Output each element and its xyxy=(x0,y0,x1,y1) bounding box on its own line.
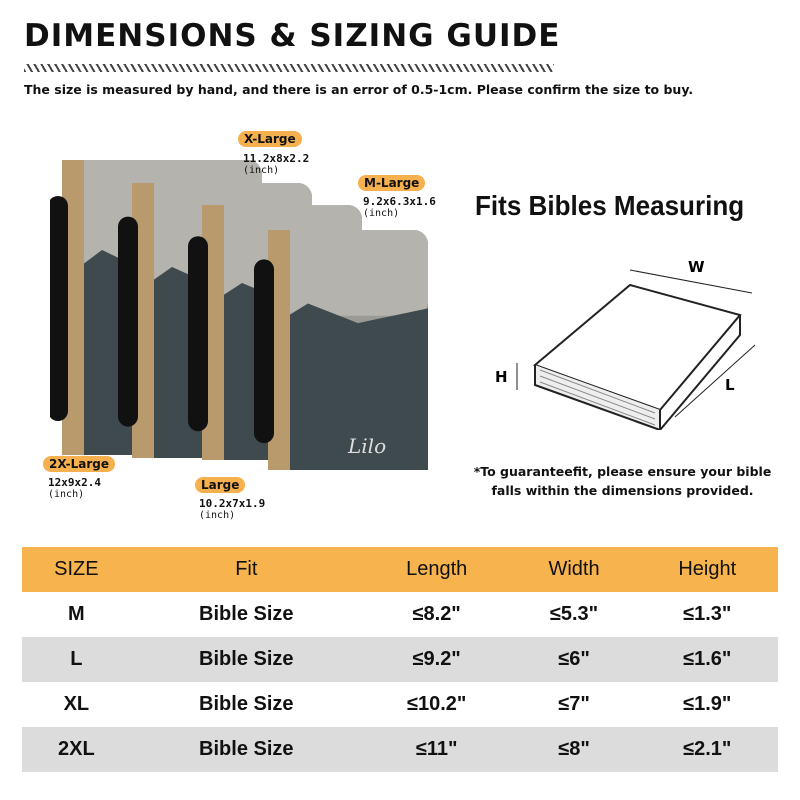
table-cell: Bible Size xyxy=(199,603,294,625)
table-cell: ≤1.9" xyxy=(683,693,732,715)
size-tag-2xl: 2X-Large xyxy=(43,456,115,472)
table-cell: ≤7" xyxy=(558,693,590,715)
table-cell: XL xyxy=(63,693,90,715)
table-row: L Bible Size ≤9.2" ≤6" ≤1.6" xyxy=(22,637,778,682)
size-tag-l: Large xyxy=(195,477,246,493)
table-cell: ≤1.6" xyxy=(636,637,778,682)
height-label: H xyxy=(495,368,508,386)
table-cell: ≤5.3" xyxy=(549,603,599,625)
column-header: Width xyxy=(511,547,637,592)
table-row: XL Bible Size ≤10.2" ≤7" ≤1.9" xyxy=(22,682,778,727)
table-cell: Bible Size xyxy=(130,727,362,772)
subtitle: The size is measured by hand, and there … xyxy=(24,82,694,97)
bible-covers-image: Lilo xyxy=(50,160,428,470)
table-cell: ≤2.1" xyxy=(636,727,778,772)
table-cell: ≤1.3" xyxy=(683,603,732,625)
size-tag-ml: M-Large xyxy=(358,175,426,191)
cover-name: Lilo xyxy=(347,434,386,458)
unit: (inch) xyxy=(243,165,280,176)
divider xyxy=(24,64,554,72)
fit-note: *To guaranteefit, please ensure your bib… xyxy=(473,464,772,498)
unit: (inch) xyxy=(48,489,85,500)
table-cell: ≤8.2" xyxy=(412,603,461,625)
size-dims-2xl: 12x9x2.4 (inch) xyxy=(48,477,101,501)
table-cell: ≤6" xyxy=(511,637,637,682)
column-header: Height xyxy=(636,547,778,592)
unit: (inch) xyxy=(199,510,236,521)
dims: 10.2x7x1.9 xyxy=(199,497,266,510)
table-row: 2XL Bible Size ≤11" ≤8" ≤2.1" xyxy=(22,727,778,772)
size-table: SIZE Fit Length Width Height M Bible Size ≤8.2… xyxy=(22,547,778,772)
size-dims-l: 10.2x7x1.9 (inch) xyxy=(199,498,265,522)
dims: 9.2x6.3x1.6 xyxy=(363,195,436,208)
size-dims-xl: 11.2x8x2.2 (inch) xyxy=(243,153,309,177)
table-cell: 2XL xyxy=(22,727,131,772)
length-label: L xyxy=(725,376,735,394)
table-cell: Bible Size xyxy=(199,693,294,715)
table-row: M Bible Size ≤8.2" ≤5.3" ≤1.3" xyxy=(22,592,778,637)
table-cell: M xyxy=(68,603,85,625)
size-dims-ml: 9.2x6.3x1.6 (inch) xyxy=(363,196,436,220)
table-cell: ≤8" xyxy=(511,727,637,772)
dims: 11.2x8x2.2 xyxy=(243,152,310,165)
table-cell: ≤11" xyxy=(361,727,512,772)
width-label: W xyxy=(688,258,705,276)
column-header: Length xyxy=(361,547,512,592)
unit: (inch) xyxy=(363,208,400,219)
table-cell: L xyxy=(22,637,131,682)
table-cell: ≤10.2" xyxy=(406,693,467,715)
column-header: SIZE xyxy=(22,547,131,592)
table-cell: ≤9.2" xyxy=(361,637,512,682)
page-title: DIMENSIONS & SIZING GUIDE xyxy=(24,18,561,54)
fits-title: Fits Bibles Measuring xyxy=(475,190,745,221)
book-dimension-diagram: W H L xyxy=(495,258,756,430)
bible-cover xyxy=(254,230,428,470)
table-header: SIZE Fit Length Width Height xyxy=(22,547,778,592)
size-tag-xl: X-Large xyxy=(238,131,302,147)
dims: 12x9x2.4 xyxy=(48,476,101,489)
table-cell: Bible Size xyxy=(130,637,362,682)
column-header: Fit xyxy=(130,547,362,592)
